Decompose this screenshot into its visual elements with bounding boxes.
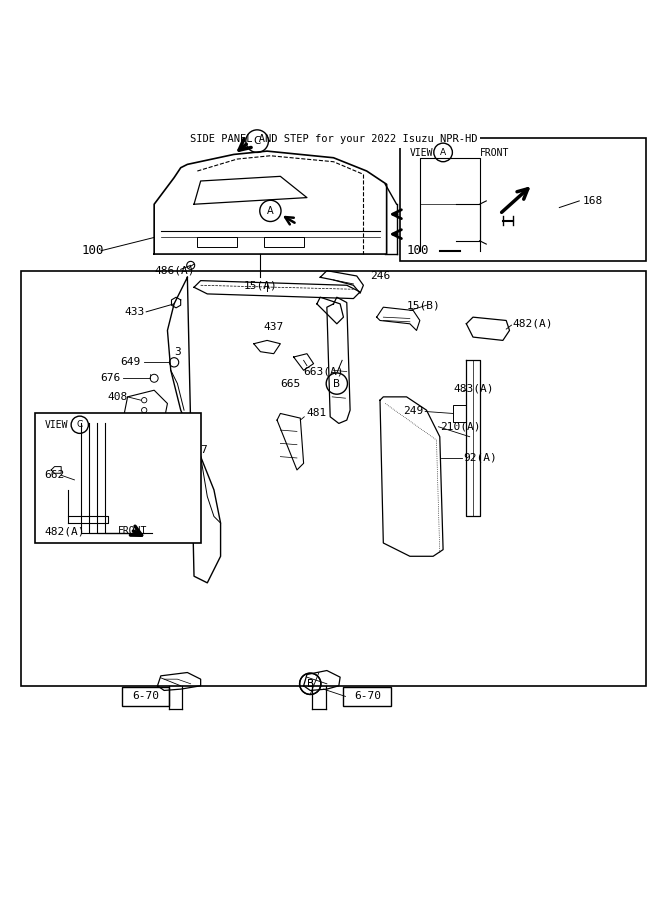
Text: 433: 433: [124, 307, 144, 317]
Text: 3: 3: [174, 346, 181, 356]
Text: 481: 481: [307, 409, 327, 419]
Text: 210(A): 210(A): [440, 422, 480, 432]
Text: FRONT: FRONT: [480, 148, 509, 157]
Text: C: C: [253, 136, 261, 146]
Text: 663(A): 663(A): [303, 367, 344, 377]
Text: 6-70: 6-70: [354, 691, 381, 701]
Bar: [400, 138, 646, 261]
Text: 483(A): 483(A): [453, 383, 494, 393]
Text: B: B: [307, 679, 313, 688]
Bar: [453, 406, 466, 422]
Text: 100: 100: [407, 244, 429, 257]
Bar: [21, 271, 646, 686]
Bar: [263, 238, 303, 248]
Text: 15(A): 15(A): [243, 281, 277, 291]
Text: B: B: [334, 379, 340, 389]
Text: 649: 649: [121, 357, 141, 367]
Text: 437: 437: [263, 322, 284, 332]
Text: VIEW: VIEW: [410, 148, 434, 157]
Text: 665: 665: [280, 379, 301, 389]
Text: A: A: [440, 148, 446, 157]
Text: 7: 7: [201, 445, 207, 455]
Text: 6-70: 6-70: [133, 691, 159, 701]
Text: 408: 408: [107, 392, 127, 402]
Text: SIDE PANEL AND STEP for your 2022 Isuzu NPR-HD: SIDE PANEL AND STEP for your 2022 Isuzu …: [189, 134, 478, 145]
Text: A: A: [267, 206, 273, 216]
Text: 486(A): 486(A): [154, 266, 195, 275]
Text: C: C: [77, 420, 83, 429]
Text: 92(A): 92(A): [463, 453, 497, 463]
Text: 482(A): 482(A): [513, 319, 554, 328]
Bar: [197, 238, 237, 248]
Text: FRONT: FRONT: [117, 526, 147, 536]
Text: B: B: [307, 679, 313, 688]
Text: 676: 676: [101, 374, 121, 383]
Text: 246: 246: [370, 271, 390, 281]
Text: 662: 662: [45, 470, 65, 481]
Text: 249: 249: [403, 407, 423, 417]
Bar: [35, 413, 201, 543]
Text: 168: 168: [582, 196, 603, 206]
Text: 15(B): 15(B): [407, 301, 440, 310]
Text: 482(A): 482(A): [45, 526, 85, 536]
Text: VIEW: VIEW: [45, 420, 68, 430]
Text: 100: 100: [81, 244, 103, 257]
